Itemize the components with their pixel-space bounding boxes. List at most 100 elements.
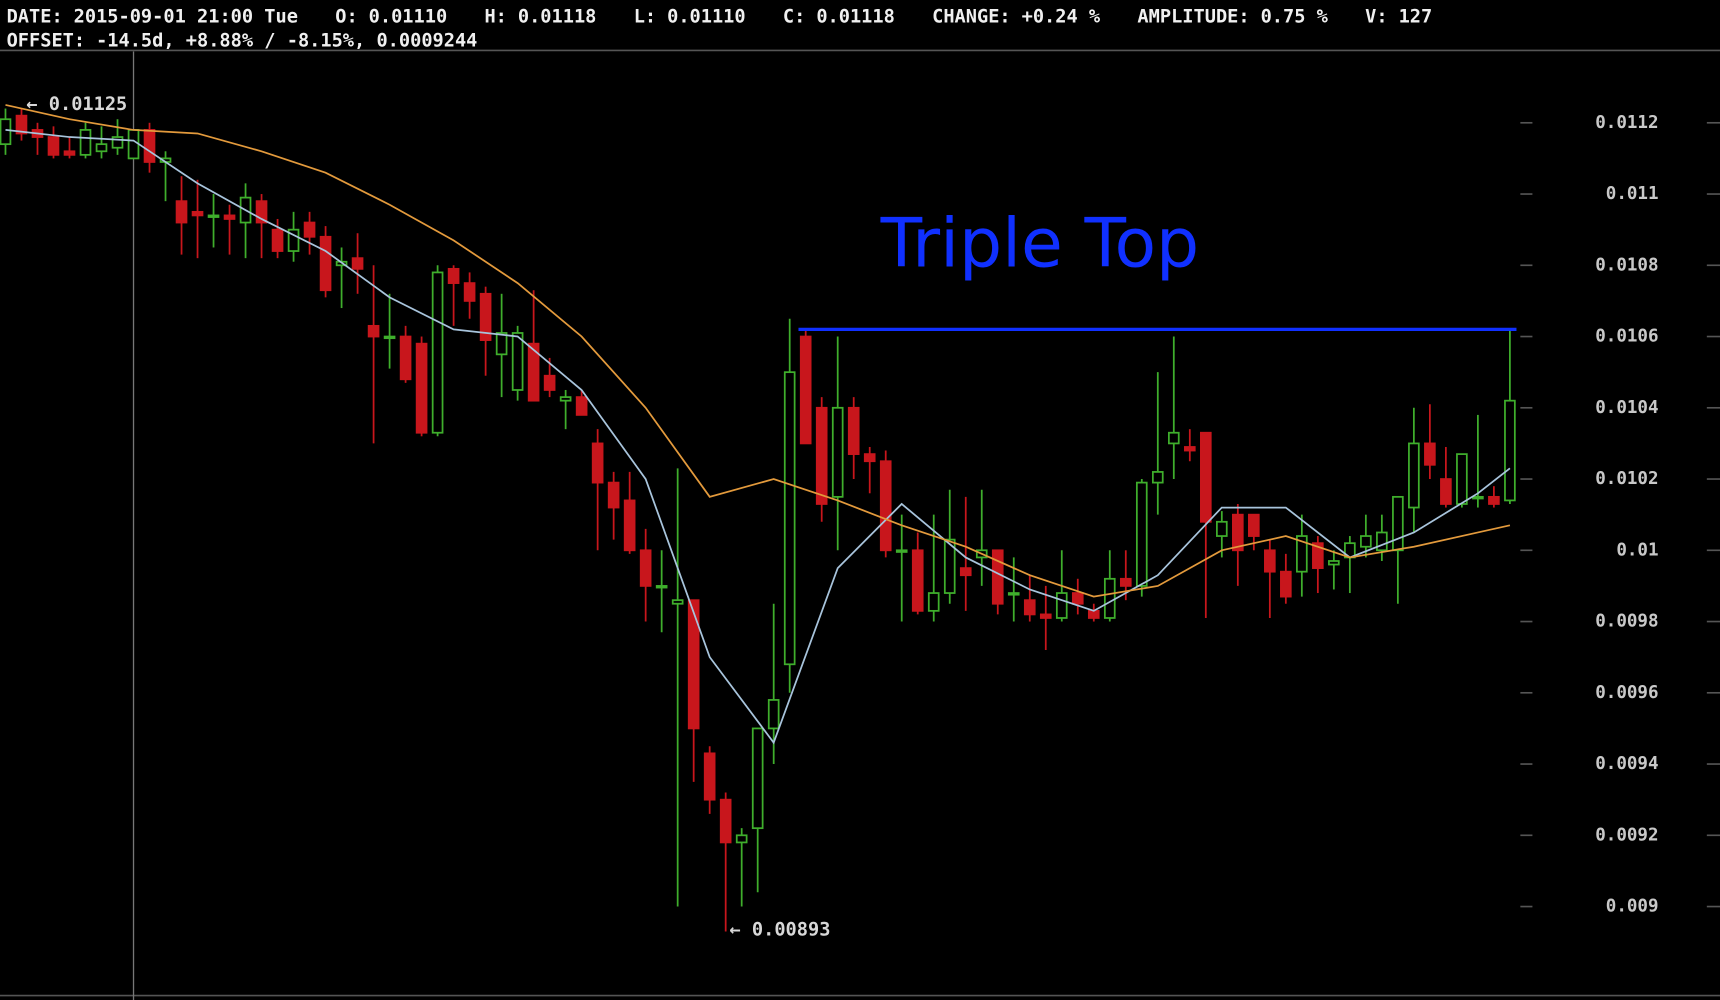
- candle-body: [63, 150, 76, 156]
- header-label: H:: [484, 6, 506, 27]
- header-value: -14.5d, +8.88% / -8.15%, 0.0009244: [96, 30, 477, 51]
- candle-body: [847, 406, 860, 455]
- candle-body: [639, 549, 652, 587]
- header-label: DATE:: [7, 6, 63, 27]
- header-value: +0.24 %: [1022, 6, 1101, 27]
- candle-body: [1360, 535, 1372, 548]
- y-tick-label: 0.0092: [1595, 825, 1658, 845]
- moving-average: [5, 129, 1511, 745]
- header-label: OFFSET:: [7, 30, 86, 51]
- candle-body: [1151, 471, 1164, 484]
- candle-body: [863, 453, 876, 463]
- y-tick-label: 0.0096: [1595, 683, 1658, 703]
- candle-body: [1232, 513, 1244, 552]
- candle-body: [655, 585, 668, 589]
- candle-body: [1488, 495, 1500, 505]
- y-tick-label: 0.0104: [1595, 398, 1658, 418]
- candle-body: [111, 136, 124, 149]
- header-line: OFFSET: -14.5d, +8.88% / -8.15%, 0.000924…: [7, 30, 478, 51]
- candle-body: [1456, 453, 1468, 505]
- header-value: 2015-09-01 21:00 Tue: [74, 6, 298, 27]
- header-label: L:: [634, 6, 656, 27]
- header-value: 0.01110: [369, 6, 448, 27]
- candle-body: [591, 442, 604, 484]
- candle-body: [1296, 535, 1308, 573]
- header-value: 127: [1399, 6, 1433, 27]
- candle-body: [1472, 495, 1484, 500]
- candle-body: [911, 549, 924, 612]
- candle-body: [15, 114, 28, 135]
- candle-body: [575, 396, 588, 416]
- header-line: DATE: 2015-09-01 21:00 Tue O: 0.01110 H: 0.01…: [7, 6, 1433, 27]
- candle-body: [831, 406, 844, 498]
- candle-body: [1087, 609, 1100, 619]
- candle-body: [319, 235, 332, 292]
- header-label: V:: [1365, 6, 1387, 27]
- candle-body: [0, 118, 12, 146]
- candle-body: [927, 592, 940, 612]
- candle-body: [47, 136, 60, 156]
- candle-body: [527, 342, 540, 402]
- candle-body: [223, 214, 236, 220]
- y-tick-label: 0.011: [1606, 184, 1659, 204]
- candle-body: [751, 727, 764, 830]
- candle-body: [1280, 570, 1292, 598]
- header-label: O:: [335, 6, 357, 27]
- candle-body: [1055, 592, 1068, 619]
- candle-body: [511, 332, 524, 391]
- header-label: CHANGE:: [932, 6, 1011, 27]
- candle-body: [1183, 446, 1196, 452]
- arrow: ←: [729, 919, 751, 940]
- moving-average: [5, 104, 1511, 598]
- header-value: 0.75 %: [1261, 6, 1329, 27]
- candle-body: [143, 129, 156, 163]
- candle-body: [1264, 549, 1276, 573]
- candle-body: [783, 371, 796, 666]
- candle-body: [991, 549, 1004, 605]
- candle-body: [383, 335, 396, 340]
- candle-body: [1199, 431, 1212, 523]
- max-value: 0.01125: [49, 93, 128, 114]
- candle-body: [703, 752, 716, 801]
- candle-body: [1167, 431, 1180, 445]
- min-label: ← 0.00893: [729, 919, 830, 940]
- candle-body: [399, 335, 412, 381]
- candle-body: [479, 292, 492, 341]
- candle-body: [671, 599, 684, 605]
- candle-body: [191, 210, 204, 217]
- y-tick-label: 0.009: [1606, 897, 1659, 917]
- y-tick-label: 0.0108: [1595, 255, 1658, 275]
- candle-body: [1248, 513, 1260, 537]
- candle-body: [735, 834, 748, 844]
- candle-body: [1312, 542, 1324, 569]
- candle-body: [79, 129, 92, 156]
- min-value: 0.00893: [752, 919, 831, 940]
- candle-body: [1023, 599, 1036, 616]
- candle-body: [943, 538, 956, 594]
- pattern-title: Triple Top: [880, 204, 1200, 283]
- candle-body: [719, 798, 732, 844]
- candle-body: [287, 228, 300, 252]
- candle-body: [271, 228, 284, 252]
- candle-body: [1440, 478, 1452, 505]
- candle-body: [959, 567, 972, 577]
- candle-body: [1007, 592, 1020, 596]
- candle-body: [303, 221, 316, 238]
- candle-body: [1216, 520, 1228, 537]
- candle-body: [1039, 613, 1052, 619]
- candle-body: [415, 342, 428, 434]
- candle-body: [367, 324, 380, 338]
- candle-body: [1392, 495, 1404, 552]
- candle-body: [207, 214, 220, 218]
- y-tick-label: 0.0102: [1595, 469, 1658, 489]
- arrow: ←: [26, 93, 48, 114]
- candle-body: [815, 406, 828, 505]
- candle-body: [879, 460, 892, 552]
- candle-body: [767, 699, 780, 730]
- y-tick-label: 0.0112: [1595, 113, 1658, 133]
- header-label: C:: [783, 6, 805, 27]
- header-label: AMPLITUDE:: [1137, 6, 1249, 27]
- candle-body: [255, 200, 268, 224]
